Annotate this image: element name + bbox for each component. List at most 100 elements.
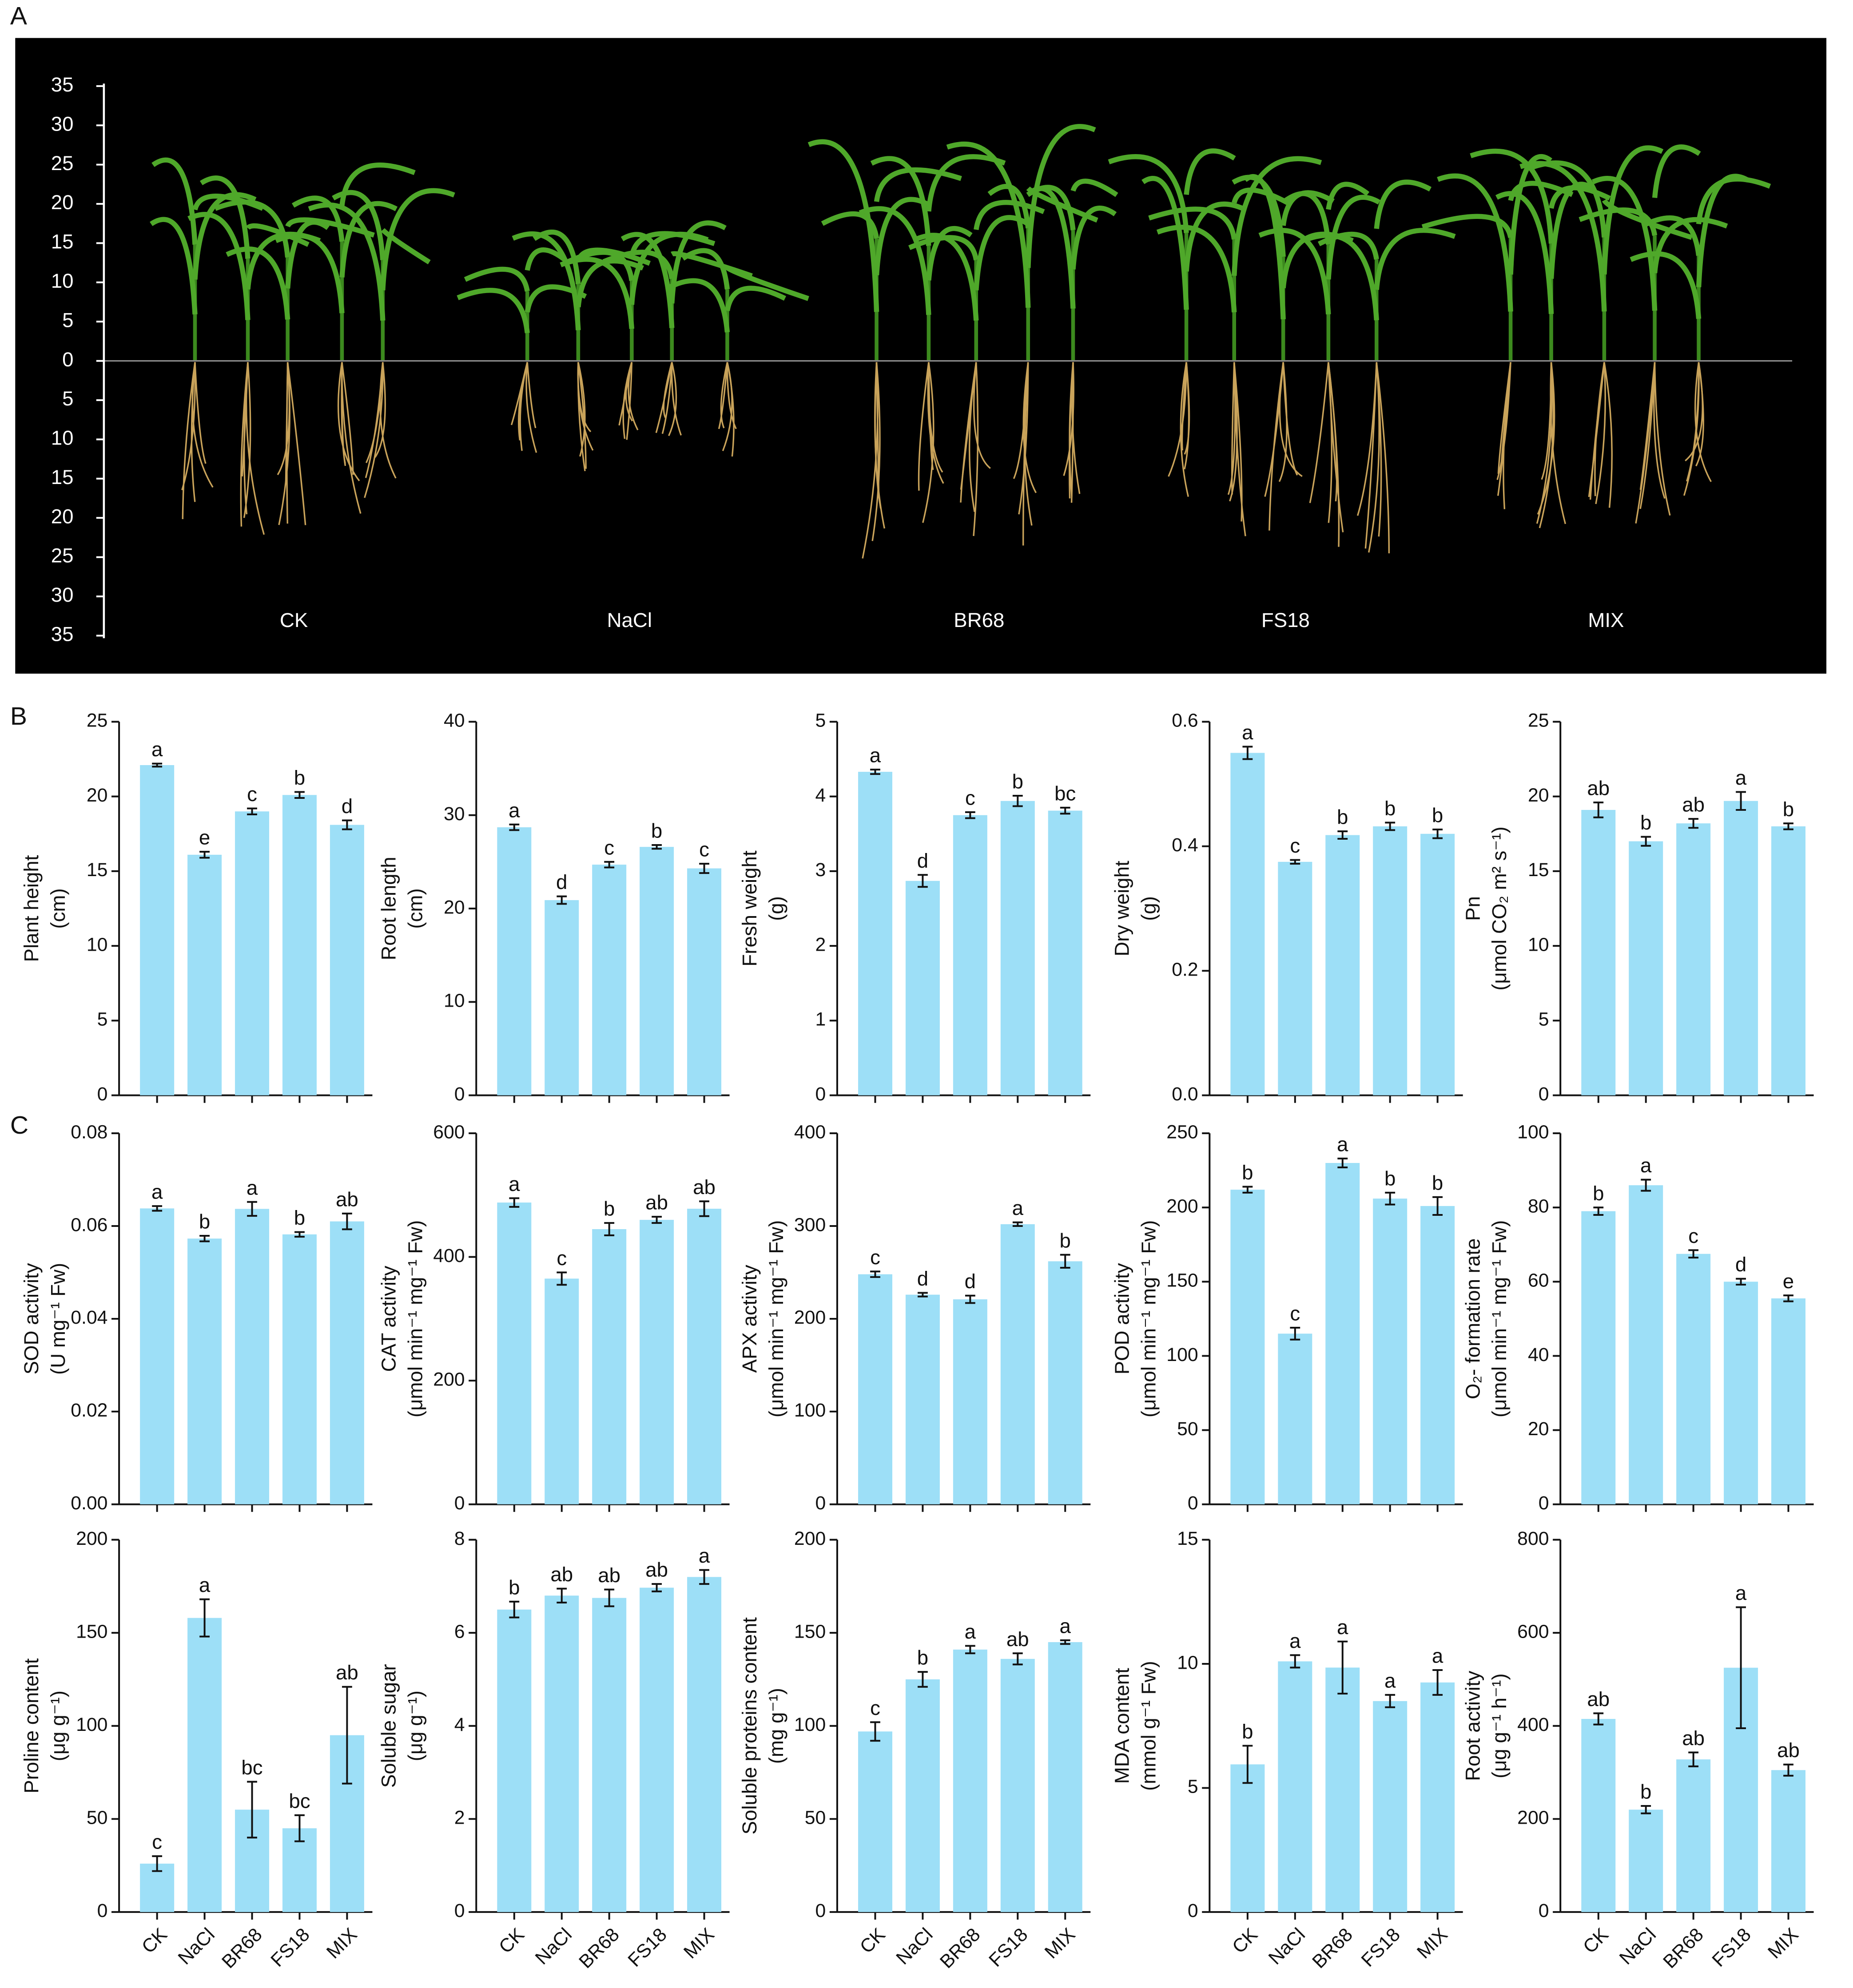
group-label: MIX xyxy=(1588,609,1624,631)
significance-letter: b xyxy=(604,1198,615,1220)
y-tick-label: 250 xyxy=(1166,1121,1198,1143)
x-tick-label: FS18 xyxy=(266,1924,314,1971)
root xyxy=(278,362,290,525)
root xyxy=(243,362,249,515)
bar xyxy=(592,1598,627,1912)
bar xyxy=(140,765,175,1095)
significance-letter: c xyxy=(247,783,257,806)
root xyxy=(1595,362,1606,504)
leaf xyxy=(1630,251,1702,319)
leaf xyxy=(859,206,931,315)
bar xyxy=(1676,823,1711,1095)
y-tick-label: 600 xyxy=(433,1121,465,1143)
significance-letter: b xyxy=(917,1647,928,1669)
root xyxy=(1589,362,1605,500)
plant-photo xyxy=(150,124,1771,559)
significance-letter: e xyxy=(199,826,210,849)
leaf xyxy=(576,258,644,308)
significance-letter: a xyxy=(1432,1644,1443,1667)
y-tick-label: 15 xyxy=(1177,1528,1198,1549)
y-tick-label: 800 xyxy=(1517,1528,1549,1549)
y-axis-label: (μmol min⁻¹ mg⁻¹ Fw) xyxy=(1488,1220,1511,1417)
y-tick-label: 40 xyxy=(1528,1344,1549,1365)
significance-letter: c xyxy=(870,1697,880,1719)
y-tick-label: 0.00 xyxy=(71,1492,107,1514)
scale-label: 25 xyxy=(51,152,74,175)
y-tick-label: 8 xyxy=(454,1528,465,1549)
significance-letter: a xyxy=(1060,1615,1071,1637)
x-tick-label: MIX xyxy=(680,1924,719,1963)
y-tick-label: 150 xyxy=(794,1621,826,1642)
y-tick-label: 5 xyxy=(97,1009,108,1030)
significance-letter: a xyxy=(509,799,520,821)
significance-letter: c xyxy=(604,836,614,859)
leaf xyxy=(1374,228,1456,290)
bar xyxy=(235,811,270,1095)
bar xyxy=(687,1577,722,1912)
y-tick-label: 0 xyxy=(1188,1492,1198,1514)
leaf xyxy=(1495,191,1554,314)
significance-letter: ab xyxy=(693,1176,716,1198)
significance-letter: d xyxy=(917,849,928,872)
bar xyxy=(1629,1809,1663,1912)
significance-letter: bc xyxy=(241,1756,262,1779)
bar xyxy=(1373,1701,1408,1912)
leaf xyxy=(332,190,386,261)
bar xyxy=(140,1208,175,1504)
leaf xyxy=(512,231,581,330)
y-axis-label: (cm) xyxy=(404,888,426,929)
bar xyxy=(1771,1298,1806,1504)
significance-letter: b xyxy=(1384,1167,1396,1190)
leaf xyxy=(1421,214,1513,238)
leaf xyxy=(974,215,1028,291)
bar xyxy=(858,1731,893,1912)
leaf xyxy=(987,184,1031,229)
bar xyxy=(953,1649,987,1912)
leaf xyxy=(602,250,675,279)
bar xyxy=(187,1238,222,1504)
leaf xyxy=(1696,176,1771,225)
bar xyxy=(1373,826,1408,1095)
significance-letter: d xyxy=(917,1267,928,1290)
bar xyxy=(1676,1254,1711,1504)
y-tick-label: 150 xyxy=(1166,1270,1198,1291)
bar xyxy=(905,1679,940,1912)
y-tick-label: 0 xyxy=(815,1492,826,1514)
leaf xyxy=(533,230,581,285)
root xyxy=(1309,362,1329,504)
leaf xyxy=(629,231,716,258)
y-tick-label: 600 xyxy=(1517,1621,1549,1642)
root xyxy=(577,362,592,433)
bar xyxy=(1581,809,1616,1095)
bar xyxy=(1278,861,1312,1095)
root xyxy=(1063,362,1074,476)
significance-letter: c xyxy=(965,787,975,809)
bar xyxy=(1629,841,1663,1095)
leaf xyxy=(1326,194,1381,280)
y-tick-label: 0 xyxy=(1539,1900,1549,1921)
leaf xyxy=(1232,187,1289,205)
y-tick-label: 15 xyxy=(87,859,108,881)
significance-letter: ab xyxy=(1587,777,1610,800)
significance-letter: b xyxy=(1012,770,1023,793)
root xyxy=(341,362,354,475)
root xyxy=(1022,362,1037,493)
scale-label: 5 xyxy=(62,387,73,410)
significance-letter: a xyxy=(509,1173,520,1195)
y-tick-label: 1 xyxy=(815,1009,826,1030)
leaf xyxy=(1317,231,1379,260)
significance-letter: b xyxy=(1242,1161,1253,1184)
y-tick-label: 0 xyxy=(1539,1492,1549,1514)
root xyxy=(626,362,633,440)
x-tick-label: FS18 xyxy=(624,1924,671,1971)
y-tick-label: 0.04 xyxy=(71,1307,107,1328)
root xyxy=(1376,362,1390,554)
leaf xyxy=(912,233,979,321)
x-tick-label: NaCl xyxy=(174,1924,219,1969)
significance-letter: ab xyxy=(1587,1688,1610,1710)
bar xyxy=(497,827,532,1095)
y-tick-label: 0 xyxy=(454,1083,465,1105)
y-tick-label: 40 xyxy=(444,710,465,731)
scale-label: 35 xyxy=(51,73,74,96)
leaf xyxy=(1303,233,1379,321)
